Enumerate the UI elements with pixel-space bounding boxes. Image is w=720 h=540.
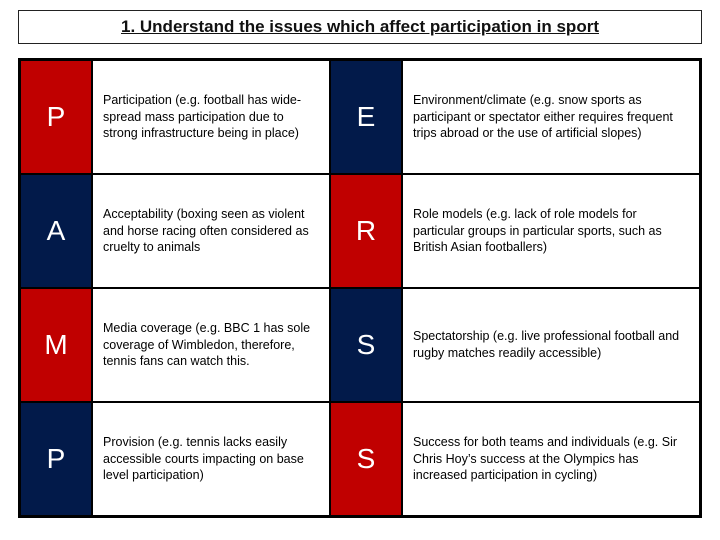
letter-cell-2-left: M — [20, 288, 92, 402]
desc-cell-2-right: Spectatorship (e.g. live professional fo… — [402, 288, 700, 402]
pampers-table: P Participation (e.g. football has wide-… — [18, 58, 702, 518]
desc-cell-0-left: Participation (e.g. football has wide-sp… — [92, 60, 330, 174]
letter-cell-3-right: S — [330, 402, 402, 516]
letter-cell-1-right: R — [330, 174, 402, 288]
letter-cell-0-left: P — [20, 60, 92, 174]
letter-cell-1-left: A — [20, 174, 92, 288]
desc-cell-1-left: Acceptability (boxing seen as violent an… — [92, 174, 330, 288]
letter-cell-0-right: E — [330, 60, 402, 174]
letter-cell-2-right: S — [330, 288, 402, 402]
desc-cell-3-right: Success for both teams and individuals (… — [402, 402, 700, 516]
letter-cell-3-left: P — [20, 402, 92, 516]
desc-cell-1-right: Role models (e.g. lack of role models fo… — [402, 174, 700, 288]
page-title: 1. Understand the issues which affect pa… — [121, 17, 599, 36]
desc-cell-0-right: Environment/climate (e.g. snow sports as… — [402, 60, 700, 174]
page-title-box: 1. Understand the issues which affect pa… — [18, 10, 702, 44]
desc-cell-3-left: Provision (e.g. tennis lacks easily acce… — [92, 402, 330, 516]
desc-cell-2-left: Media coverage (e.g. BBC 1 has sole cove… — [92, 288, 330, 402]
